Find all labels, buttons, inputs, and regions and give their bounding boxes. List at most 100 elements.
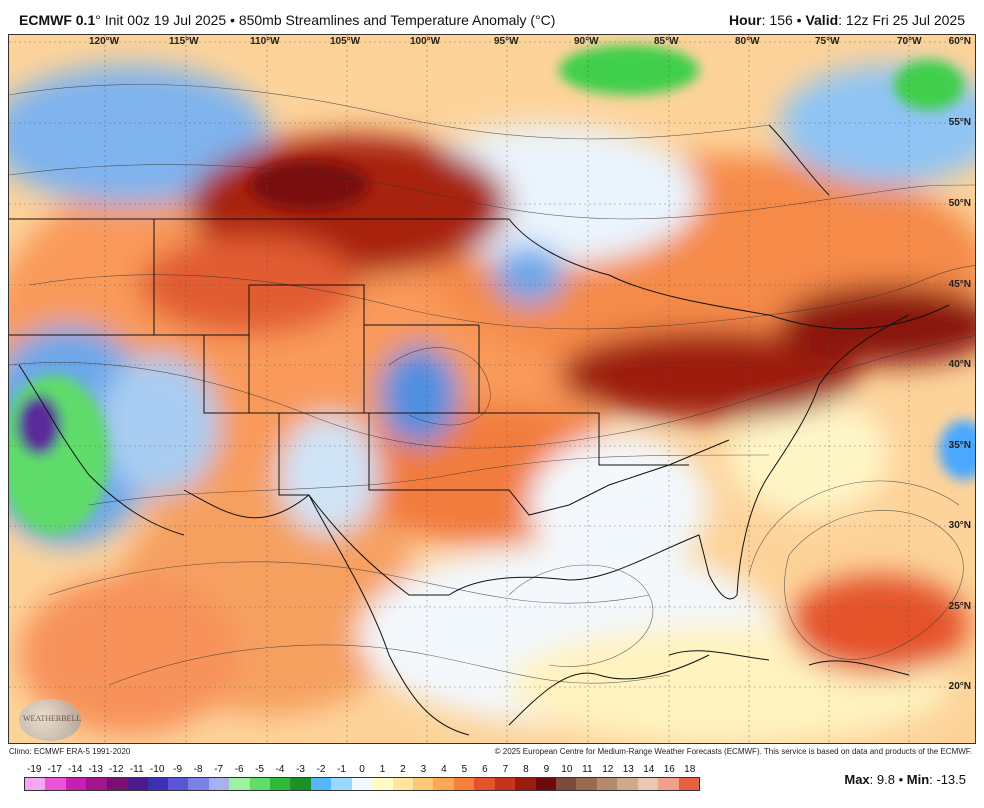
colorbar-label: 4 [441, 764, 447, 775]
valid-time: Hour: 156 • Valid: 12z Fri 25 Jul 2025 [729, 12, 965, 28]
lat-label: 35°N [948, 440, 971, 451]
colorbar-label: -8 [193, 764, 203, 775]
colorbar-swatch [474, 778, 495, 790]
colorbar-swatch [596, 778, 618, 790]
lat-label: 60°N [948, 36, 971, 47]
colorbar-label: 10 [561, 764, 573, 775]
colorbar-label: 2 [400, 764, 406, 775]
colorbar-swatch [65, 778, 87, 790]
colorbar-swatch [249, 778, 271, 790]
colorbar-swatch [25, 778, 46, 790]
lon-label: 105°W [330, 36, 361, 47]
colorbar-label: -12 [108, 764, 124, 775]
colorbar-swatch [208, 778, 230, 790]
colorbar-label: -3 [296, 764, 305, 775]
colorbar-swatch [413, 778, 434, 790]
colorbar-label: 0 [359, 764, 365, 775]
max-label: Max [844, 772, 870, 787]
colorbar-label: -10 [149, 764, 165, 775]
anomaly-field [9, 35, 975, 743]
lon-label: 80°W [735, 36, 760, 47]
colorbar-swatch [290, 778, 311, 790]
colorbar-swatch [229, 778, 250, 790]
colorbar-label: 3 [420, 764, 427, 775]
lon-label: 115°W [169, 36, 199, 47]
colorbar-swatch [167, 778, 189, 790]
header-bar: ECMWF 0.1° Init 00z 19 Jul 2025 • 850mb … [0, 0, 984, 34]
lon-label: 85°W [654, 36, 679, 47]
colorbar-swatch [453, 778, 475, 790]
colorbar-label: 11 [582, 764, 593, 775]
colorbar-swatch [494, 778, 516, 790]
lon-label: 75°W [815, 36, 840, 47]
colorbar-swatch [351, 778, 373, 790]
colorbar-swatch [392, 778, 414, 790]
colorbar-swatch [331, 778, 352, 790]
colorbar-label: -4 [275, 764, 285, 775]
colorbar-label: -11 [129, 764, 144, 775]
colorbar-swatch [45, 778, 66, 790]
colorbar-label: 7 [502, 764, 509, 775]
max-value: : 9.8 • [869, 772, 907, 787]
lon-label: 95°W [494, 36, 519, 47]
copyright-note: © 2025 European Centre for Medium-Range … [494, 747, 972, 756]
valid-label: Valid [805, 12, 839, 28]
colorbar-swatch [678, 778, 699, 790]
colorbar-label: -17 [47, 764, 62, 775]
colorbar-swatch [617, 778, 638, 790]
colorbar-label: -9 [173, 764, 183, 775]
lat-label: 30°N [948, 520, 971, 531]
lon-label: 110°W [250, 36, 280, 47]
colorbar-label: -5 [255, 764, 265, 775]
min-label: Min [906, 772, 930, 787]
colorbar-label: -7 [214, 764, 224, 775]
colorbar-label: 1 [379, 764, 386, 775]
field-stats: Max: 9.8 • Min: -13.5 [844, 772, 966, 787]
colorbar-swatch [188, 778, 209, 790]
colorbar-swatch [86, 778, 107, 790]
colorbar-label: -2 [316, 764, 326, 775]
colorbar-swatch [147, 778, 168, 790]
lat-label: 55°N [948, 117, 971, 128]
lat-label: 25°N [948, 601, 971, 612]
colorbar-label: 6 [482, 764, 488, 775]
colorbar-label: -1 [337, 764, 346, 775]
colorbar-label: 9 [543, 764, 550, 775]
colorbar-label: -6 [234, 764, 244, 775]
valid-value: : 12z Fri 25 Jul 2025 [838, 12, 965, 28]
colorbar-swatch [535, 778, 556, 790]
colorbar-label: 14 [643, 764, 655, 775]
weather-map[interactable]: 120°W 115°W 110°W 105°W 100°W 95°W 90°W … [8, 34, 976, 744]
min-value: : -13.5 [929, 772, 966, 787]
colorbar-label: 5 [461, 764, 468, 775]
colorbar-swatch [433, 778, 454, 790]
colorbar-swatch [372, 778, 393, 790]
colorbar-label: 8 [523, 764, 529, 775]
colorbar-label: -19 [27, 764, 42, 775]
lon-label: 70°W [897, 36, 922, 47]
colorbar-swatch [658, 778, 679, 790]
colorbar-label: 18 [684, 764, 696, 775]
colorbar-swatch [270, 778, 291, 790]
colorbar-swatch [555, 778, 577, 790]
lon-label: 100°W [410, 36, 441, 47]
colorbar-label: 16 [663, 764, 675, 775]
colorbar-swatch [106, 778, 128, 790]
lat-label: 45°N [948, 279, 971, 290]
model-name: ECMWF 0.1 [19, 12, 96, 28]
lon-label: 90°W [574, 36, 599, 47]
lon-label: 120°W [89, 36, 120, 47]
colorbar-label: 13 [622, 764, 634, 775]
lat-label: 40°N [948, 359, 971, 370]
hour-value: : 156 • [761, 12, 806, 28]
climo-note: Climo: ECMWF ERA-5 1991-2020 [9, 747, 131, 756]
weatherbell-logo: WEATHERBELL [19, 699, 81, 741]
colorbar-labels: -19 -17 -14 -13 -12 -11 -10 -9 -8 -7 -6 -5 -4 -3 -2 -1 0… [24, 764, 700, 776]
run-description: ° Init 00z 19 Jul 2025 • 850mb Streamlin… [95, 12, 556, 28]
lat-label: 50°N [948, 198, 971, 209]
logo-text: WEATHERBELL [23, 714, 82, 723]
colorbar [24, 777, 700, 791]
colorbar-label: 12 [602, 764, 614, 775]
colorbar-label: -14 [67, 764, 83, 775]
lat-label: 20°N [948, 681, 971, 692]
